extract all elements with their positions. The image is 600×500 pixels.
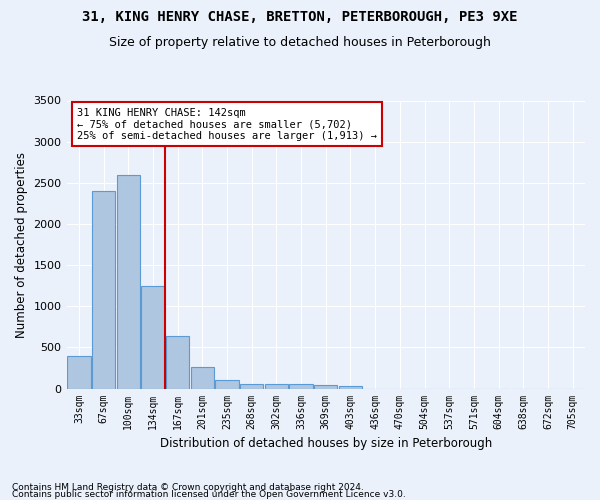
Text: 31, KING HENRY CHASE, BRETTON, PETERBOROUGH, PE3 9XE: 31, KING HENRY CHASE, BRETTON, PETERBORO… [82, 10, 518, 24]
Bar [92, 191, 115, 388]
Bar [289, 384, 313, 388]
X-axis label: Distribution of detached houses by size in Peterborough: Distribution of detached houses by size … [160, 437, 492, 450]
Bar [166, 336, 190, 388]
Bar [141, 286, 164, 389]
Bar [314, 386, 337, 388]
Text: Contains public sector information licensed under the Open Government Licence v3: Contains public sector information licen… [12, 490, 406, 499]
Bar [116, 174, 140, 388]
Bar [215, 380, 239, 388]
Y-axis label: Number of detached properties: Number of detached properties [15, 152, 28, 338]
Text: Contains HM Land Registry data © Crown copyright and database right 2024.: Contains HM Land Registry data © Crown c… [12, 484, 364, 492]
Text: 31 KING HENRY CHASE: 142sqm
← 75% of detached houses are smaller (5,702)
25% of : 31 KING HENRY CHASE: 142sqm ← 75% of det… [77, 108, 377, 141]
Bar [339, 386, 362, 388]
Text: Size of property relative to detached houses in Peterborough: Size of property relative to detached ho… [109, 36, 491, 49]
Bar [191, 367, 214, 388]
Bar [265, 384, 288, 388]
Bar [67, 356, 91, 388]
Bar [240, 384, 263, 388]
